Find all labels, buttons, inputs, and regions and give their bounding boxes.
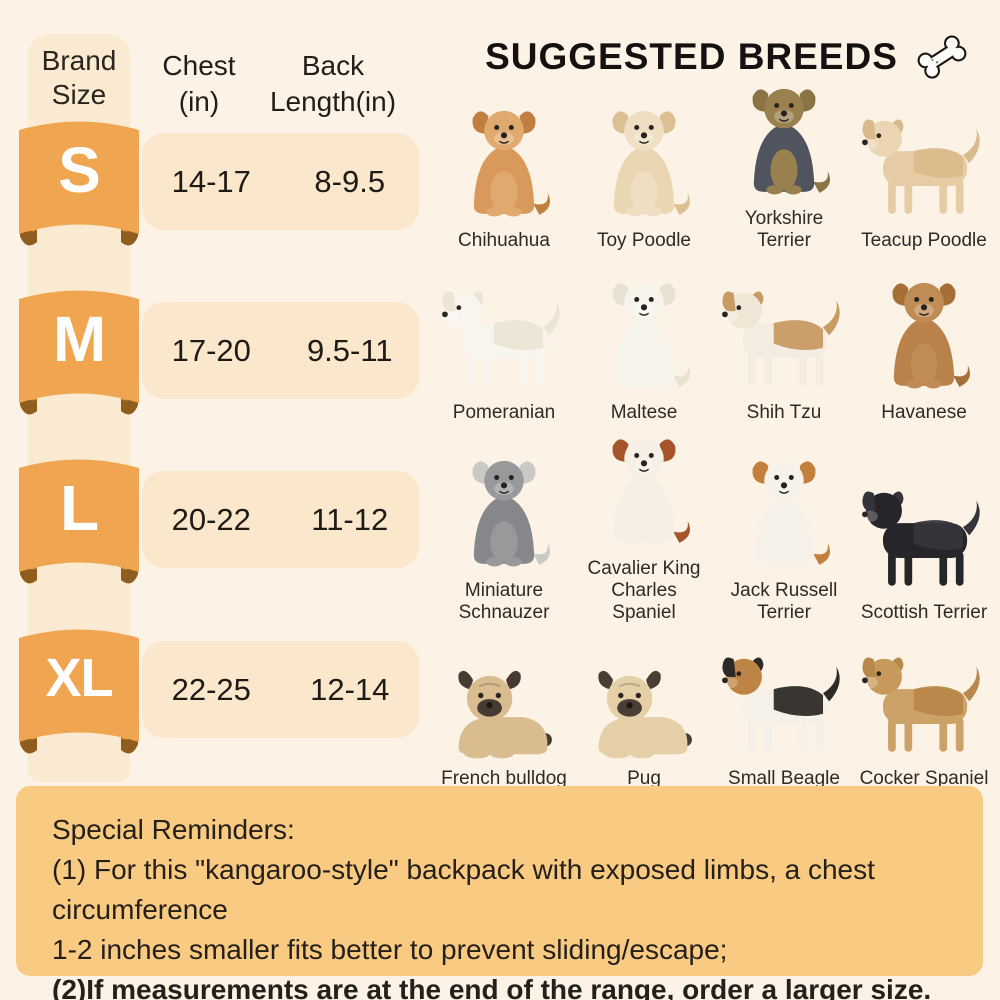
back-value: 12-14 bbox=[310, 671, 390, 707]
suggested-breeds-grid: Chihuahua Toy Poodle Yorkshire Terrier T… bbox=[434, 82, 994, 792]
reminder-line-3: (2)If measurements are at the end of the… bbox=[52, 974, 932, 1000]
breed-name: Jack Russell Terrier bbox=[730, 580, 838, 624]
dog-illustration bbox=[436, 663, 572, 763]
breed-name: Small Beagle bbox=[728, 768, 840, 790]
back-length-column-header: Back Length(in) bbox=[269, 50, 397, 117]
breed-item: Havanese bbox=[854, 254, 994, 426]
measurement-pill: 20-22 11-12 bbox=[142, 471, 419, 568]
size-table-row: S 14-17 8-9.5 bbox=[0, 112, 430, 254]
breed-item: Maltese bbox=[574, 254, 714, 426]
breed-name: Shih Tzu bbox=[746, 402, 822, 424]
size-ribbon: M bbox=[18, 281, 140, 421]
dog-illustration bbox=[592, 107, 696, 225]
dog-illustration bbox=[716, 648, 852, 763]
breed-item: Small Beagle bbox=[714, 626, 854, 792]
breed-name: Cavalier King Charles Spaniel bbox=[587, 558, 701, 624]
suggested-breeds-title: SUGGESTED BREEDS bbox=[485, 36, 898, 77]
dog-illustration bbox=[576, 663, 712, 763]
dog-illustration bbox=[452, 107, 556, 225]
reminder-line-1: (1) For this "kangaroo-style" backpack w… bbox=[52, 854, 875, 926]
dog-illustration bbox=[592, 435, 696, 553]
breed-name: Yorkshire Terrier bbox=[744, 208, 824, 252]
size-table-row: M 17-20 9.5-11 bbox=[0, 281, 430, 423]
breed-item: Miniature Schnauzer bbox=[434, 426, 574, 626]
breed-name: Chihuahua bbox=[458, 230, 550, 252]
size-letter: L bbox=[59, 472, 99, 544]
breed-name: Pomeranian bbox=[452, 402, 556, 424]
breed-name: Toy Poodle bbox=[596, 230, 691, 252]
dog-illustration bbox=[856, 482, 992, 597]
breed-name: Maltese bbox=[610, 402, 678, 424]
size-table-row: L 20-22 11-12 bbox=[0, 450, 430, 592]
dog-illustration bbox=[716, 282, 852, 397]
dog-illustration bbox=[856, 648, 992, 763]
breed-name: Miniature Schnauzer bbox=[458, 580, 550, 624]
size-letter: M bbox=[52, 303, 106, 375]
dog-illustration bbox=[436, 282, 572, 397]
breed-name: Teacup Poodle bbox=[861, 230, 987, 252]
dog-illustration bbox=[732, 457, 836, 575]
breed-item: Scottish Terrier bbox=[854, 426, 994, 626]
breed-item: Cavalier King Charles Spaniel bbox=[574, 426, 714, 626]
chest-value: 22-25 bbox=[171, 671, 251, 707]
breed-item: Toy Poodle bbox=[574, 82, 714, 254]
breed-item: Yorkshire Terrier bbox=[714, 82, 854, 254]
breed-item: Jack Russell Terrier bbox=[714, 426, 854, 626]
size-letter: S bbox=[58, 134, 101, 206]
chest-value: 20-22 bbox=[171, 501, 251, 537]
size-table-row: XL 22-25 12-14 bbox=[0, 620, 430, 762]
measurement-pill: 17-20 9.5-11 bbox=[142, 302, 419, 399]
measurement-pill: 14-17 8-9.5 bbox=[142, 133, 419, 230]
breed-item: Chihuahua bbox=[434, 82, 574, 254]
breed-item: Shih Tzu bbox=[714, 254, 854, 426]
breed-item: Cocker Spaniel bbox=[854, 626, 994, 792]
breed-name: French bulldog bbox=[441, 768, 567, 790]
breed-name: Havanese bbox=[881, 402, 967, 424]
chest-column-header: Chest (in) bbox=[162, 50, 236, 117]
dog-illustration bbox=[856, 110, 992, 225]
back-value: 8-9.5 bbox=[314, 163, 386, 199]
chest-value: 14-17 bbox=[171, 163, 251, 199]
bone-icon bbox=[917, 35, 967, 79]
measurement-pill: 22-25 12-14 bbox=[142, 641, 419, 738]
breed-item: French bulldog bbox=[434, 626, 574, 792]
dog-illustration bbox=[872, 279, 976, 397]
breed-item: Teacup Poodle bbox=[854, 82, 994, 254]
dog-illustration bbox=[732, 85, 836, 203]
dog-illustration bbox=[592, 279, 696, 397]
size-ribbon: XL bbox=[18, 620, 140, 760]
breed-item: Pomeranian bbox=[434, 254, 574, 426]
breed-item: Pug bbox=[574, 626, 714, 792]
breed-name: Pug bbox=[627, 768, 661, 790]
chest-value: 17-20 bbox=[171, 332, 251, 368]
reminders-title: Special Reminders: bbox=[52, 814, 295, 845]
special-reminders-box: Special Reminders: (1) For this "kangaro… bbox=[16, 786, 983, 1000]
size-letter: XL bbox=[45, 648, 113, 708]
breed-name: Cocker Spaniel bbox=[859, 768, 989, 790]
size-ribbon: L bbox=[18, 450, 140, 590]
suggested-breeds-header: SUGGESTED BREEDS bbox=[455, 28, 1000, 86]
breed-name: Scottish Terrier bbox=[860, 602, 988, 624]
reminder-line-2: 1-2 inches smaller fits better to preven… bbox=[52, 934, 728, 966]
back-value: 11-12 bbox=[311, 501, 389, 537]
back-value: 9.5-11 bbox=[306, 332, 393, 368]
brand-size-header: Brand Size bbox=[41, 45, 117, 111]
dog-illustration bbox=[452, 457, 556, 575]
size-ribbon: S bbox=[18, 112, 140, 252]
